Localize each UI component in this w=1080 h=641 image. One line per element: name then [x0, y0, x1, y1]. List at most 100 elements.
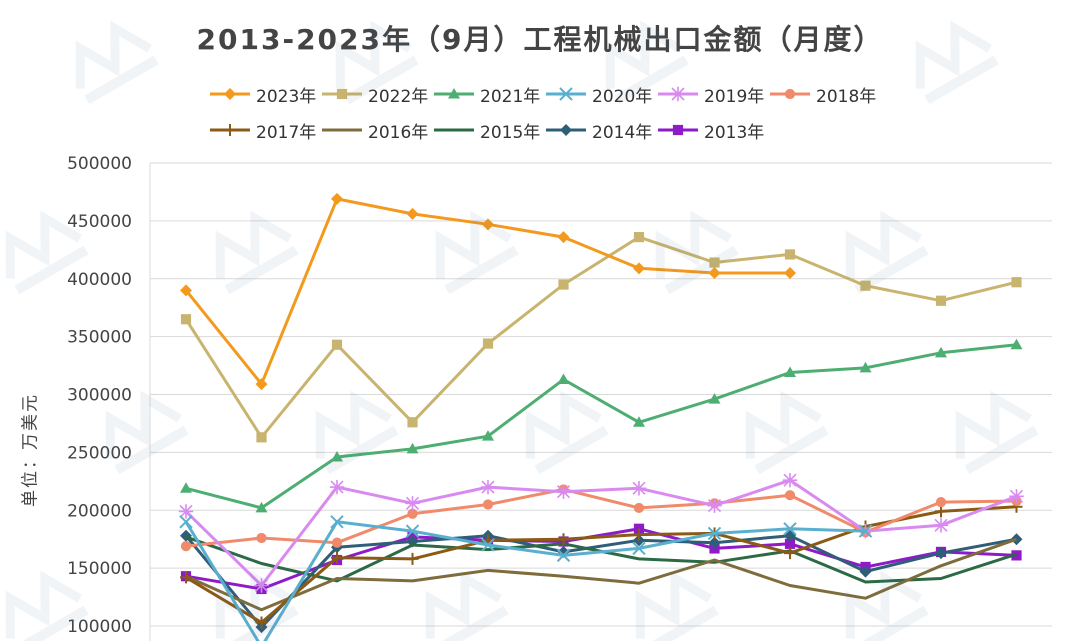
gridlines [149, 162, 1052, 641]
legend-label: 2019年 [704, 86, 765, 107]
series-2022年 [180, 231, 1022, 443]
data-point [633, 502, 645, 514]
data-point [707, 498, 722, 513]
legend-label: 2021年 [480, 86, 541, 107]
data-point [256, 432, 267, 443]
series-line [185, 343, 1017, 510]
series-line [184, 520, 866, 641]
data-point [633, 528, 645, 541]
legend-item: 2014年 [544, 118, 656, 143]
data-point [481, 538, 495, 552]
data-point [1009, 489, 1024, 504]
data-point [256, 532, 267, 544]
legend-swatch [658, 86, 698, 102]
y-tick-label: 250000 [67, 443, 132, 463]
data-point [407, 508, 418, 519]
data-point [631, 481, 647, 496]
data-point [784, 366, 796, 378]
series-2018年 [180, 484, 1022, 552]
data-point [255, 378, 268, 391]
data-point [935, 346, 947, 358]
legend-row-2: 2017年 2016年 2015年 2014年 2013年 [208, 112, 928, 148]
data-point [935, 295, 947, 306]
legend-item: 2017年 [208, 118, 320, 143]
data-point [784, 266, 796, 279]
legend-label: 2017年 [256, 122, 317, 143]
data-point [180, 541, 192, 552]
series-line [184, 534, 1017, 629]
data-point [784, 547, 796, 560]
data-point [709, 257, 720, 268]
data-point [557, 533, 570, 546]
legend-label: 2023年 [256, 86, 317, 107]
data-point [331, 551, 343, 564]
y-tick-label: 450000 [67, 212, 132, 232]
series-2019年 [178, 472, 1024, 593]
data-point [782, 472, 798, 488]
data-point [482, 499, 494, 510]
legend-item: 2015年 [432, 118, 544, 143]
data-point [407, 417, 418, 428]
y-tick-label: 300000 [67, 386, 132, 406]
data-point [784, 249, 796, 260]
data-point [556, 548, 571, 563]
series-line [184, 478, 1018, 587]
data-point [860, 280, 871, 291]
legend-row-1: 2023年 2022年 2021年 2020年 2019年 2018年 [208, 76, 928, 112]
data-point [783, 522, 797, 536]
series-line [184, 235, 1017, 439]
data-point [255, 501, 268, 513]
data-point [858, 524, 873, 538]
legend-swatch [546, 87, 586, 101]
y-tick-label: 500000 [67, 154, 132, 174]
data-point [179, 515, 193, 529]
data-point [1011, 277, 1022, 288]
series-2021年 [180, 338, 1023, 513]
series-line [185, 537, 1017, 612]
chart-title: 2013-2023年（9月）工程机械出口金额（月度） [196, 23, 884, 56]
legend-marker [559, 87, 573, 101]
legend-label: 2020年 [592, 86, 653, 107]
legend-marker [560, 124, 572, 136]
data-point [330, 515, 344, 529]
data-point [859, 361, 872, 373]
legend-swatch [322, 88, 362, 100]
data-point [406, 207, 419, 220]
legend-swatch [434, 88, 474, 99]
legend-label: 2018年 [816, 86, 877, 107]
data-point [180, 482, 192, 493]
legend-item: 2020年 [544, 82, 656, 107]
data-point [708, 393, 721, 404]
data-point [331, 192, 343, 205]
data-point [707, 526, 722, 541]
data-point [1010, 533, 1023, 546]
y-tick-label: 100000 [67, 617, 132, 637]
legend-item: 2021年 [432, 82, 544, 107]
data-point [557, 373, 570, 384]
legend-swatch [210, 124, 250, 136]
data-point [255, 616, 268, 629]
data-point [180, 284, 192, 297]
data-point [633, 231, 645, 243]
legend-label: 2016年 [368, 122, 429, 143]
legend-label: 2022年 [368, 86, 429, 107]
data-point [1010, 338, 1023, 350]
data-point [254, 578, 269, 593]
legend-label: 2014年 [592, 122, 653, 143]
data-point [935, 547, 947, 560]
y-tick-labels: 500000 450000 400000 350000 300000 250000 2000… [67, 154, 132, 637]
legend-item: 2018年 [768, 82, 880, 107]
data-point [935, 497, 947, 508]
data-point [405, 496, 420, 511]
data-point [331, 537, 343, 548]
series-2020年 [179, 515, 873, 641]
data-point [406, 552, 419, 565]
series-line [185, 505, 1017, 624]
legend-swatch [770, 88, 810, 100]
data-point [708, 536, 721, 549]
data-point [708, 266, 721, 279]
data-point [633, 416, 645, 427]
series-line [185, 527, 1017, 591]
data-point [784, 490, 796, 501]
